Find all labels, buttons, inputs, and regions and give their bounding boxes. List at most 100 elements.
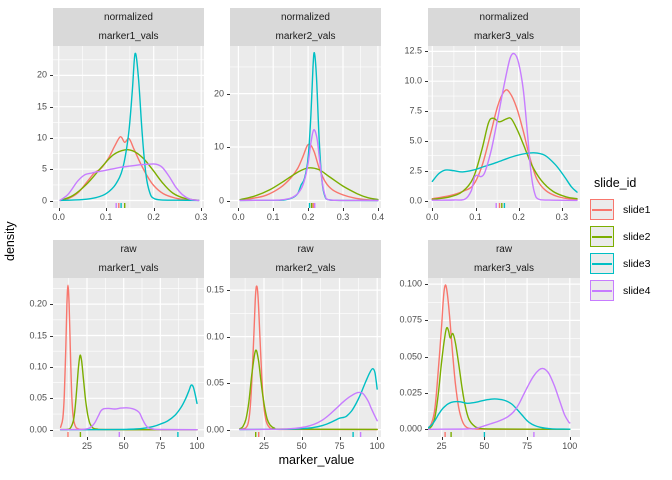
y-tick-label: 5.0 <box>409 135 422 146</box>
y-tick-mark <box>50 304 53 306</box>
y-tick-label: 0.15 <box>29 330 47 340</box>
facet-strip-col-marker2_vals: marker2_vals <box>230 259 381 278</box>
x-tick-mark <box>377 437 379 440</box>
x-tick-label: 0.1 <box>266 212 280 222</box>
density-curve-slide3 <box>239 368 378 431</box>
legend-item-label: slide3 <box>623 257 651 270</box>
y-tick-mark <box>425 200 428 202</box>
x-tick-mark <box>475 208 477 211</box>
x-tick-label: 0.0 <box>232 212 245 222</box>
x-tick-label: 75 <box>522 441 533 451</box>
y-tick-label: 0.10 <box>206 331 224 342</box>
y-tick-label: 0.075 <box>399 314 422 325</box>
density-curve-slide1 <box>428 284 571 430</box>
facet-strip-col-marker1_vals: marker1_vals <box>53 259 204 278</box>
x-tick-label: 0.1 <box>469 212 482 222</box>
y-tick-mark <box>425 429 428 431</box>
x-tick-mark <box>197 437 198 440</box>
x-tick-label: 75 <box>155 441 166 451</box>
x-tick-mark <box>153 208 155 211</box>
y-tick-label: 0.10 <box>29 361 47 372</box>
y-tick-mark <box>425 393 428 395</box>
y-tick-label: 0.025 <box>399 387 422 398</box>
x-tick-mark <box>160 437 162 440</box>
x-tick-mark <box>518 208 520 211</box>
legend-key-slide3 <box>590 253 614 274</box>
y-tick-label: 0.00 <box>206 424 224 435</box>
density-curve-slide1 <box>239 285 378 431</box>
panel-background <box>428 278 580 437</box>
x-tick-mark <box>432 208 434 211</box>
x-tick-mark <box>264 437 265 440</box>
y-tick-label: 0.000 <box>399 423 422 434</box>
x-tick-mark <box>301 437 303 440</box>
y-tick-mark <box>50 137 53 139</box>
facet-strip-row-raw: raw <box>230 240 381 259</box>
panel-raw-marker1_vals <box>53 278 204 437</box>
facet-strip-col-marker3_vals: marker3_vals <box>428 259 580 278</box>
y-tick-mark <box>227 200 230 202</box>
legend: slide_id slide1 slide2 slide3 slide4 <box>590 176 650 307</box>
y-tick-mark <box>227 336 230 338</box>
facet-strip-row-normalized: normalized <box>53 8 204 27</box>
y-tick-label: 0.15 <box>206 284 224 295</box>
x-tick-label: 50 <box>479 441 490 451</box>
x-tick-mark <box>561 208 563 211</box>
x-tick-label: 25 <box>81 441 93 451</box>
density-curve-slide2 <box>239 349 378 431</box>
density-curve-slide3 <box>431 152 578 193</box>
x-tick-mark <box>527 437 529 440</box>
y-tick-mark <box>425 170 428 172</box>
legend-title: slide_id <box>594 176 637 190</box>
y-tick-label: 10 <box>36 132 47 143</box>
y-tick-label: 0.050 <box>399 351 422 362</box>
density-curve-slide2 <box>59 354 198 431</box>
x-tick-label: 0.2 <box>512 212 525 222</box>
x-tick-label: 100 <box>189 441 205 451</box>
x-axis-title: marker_value <box>278 453 355 467</box>
density-curve-slide3 <box>59 52 200 202</box>
legend-item-label: slide4 <box>623 284 651 297</box>
facet-strip-col-marker1_vals: marker1_vals <box>53 27 204 46</box>
y-tick-mark <box>425 51 428 53</box>
x-tick-label: 0.0 <box>426 212 439 222</box>
y-tick-mark <box>425 356 428 358</box>
y-tick-label: 0.00 <box>29 424 47 435</box>
y-tick-mark <box>227 290 230 292</box>
density-curve-slide2 <box>428 326 571 430</box>
facet-strip-row-raw: raw <box>428 240 580 259</box>
x-tick-label: 0.2 <box>301 212 315 222</box>
y-tick-label: 0.20 <box>29 298 47 309</box>
x-tick-label: 0.4 <box>371 212 385 222</box>
x-tick-mark <box>343 208 344 211</box>
x-tick-label: 0.0 <box>52 212 65 222</box>
density-curve-slide4 <box>59 163 200 202</box>
legend-item-label: slide1 <box>623 203 651 216</box>
x-tick-mark <box>569 437 571 440</box>
x-tick-label: 75 <box>334 441 345 451</box>
x-tick-label: 50 <box>296 441 307 451</box>
y-tick-mark <box>425 111 428 112</box>
y-tick-mark <box>50 398 53 400</box>
density-curve-slide4 <box>59 407 198 431</box>
density-curve-slide4 <box>431 52 578 202</box>
y-tick-label: 7.5 <box>409 105 422 116</box>
legend-key-slide4 <box>590 280 614 301</box>
x-tick-mark <box>238 208 240 211</box>
y-tick-mark <box>227 93 230 95</box>
x-tick-mark <box>87 437 88 440</box>
y-tick-mark <box>425 140 428 142</box>
legend-key-slide1 <box>590 199 614 220</box>
x-tick-mark <box>273 208 275 211</box>
x-tick-mark <box>441 437 443 440</box>
y-tick-label: 10.0 <box>404 75 422 86</box>
facet-strip-row-normalized: normalized <box>230 8 381 27</box>
facet-strip-col-marker2_vals: marker2_vals <box>230 27 381 46</box>
density-curve-slide1 <box>431 89 578 201</box>
y-axis-title: density <box>3 221 17 262</box>
panel-normalized-marker3_vals <box>428 46 580 208</box>
x-tick-mark <box>308 208 310 211</box>
y-tick-label: 12.5 <box>404 45 422 56</box>
legend-key-line-icon <box>592 208 612 211</box>
panel-background <box>53 278 204 437</box>
